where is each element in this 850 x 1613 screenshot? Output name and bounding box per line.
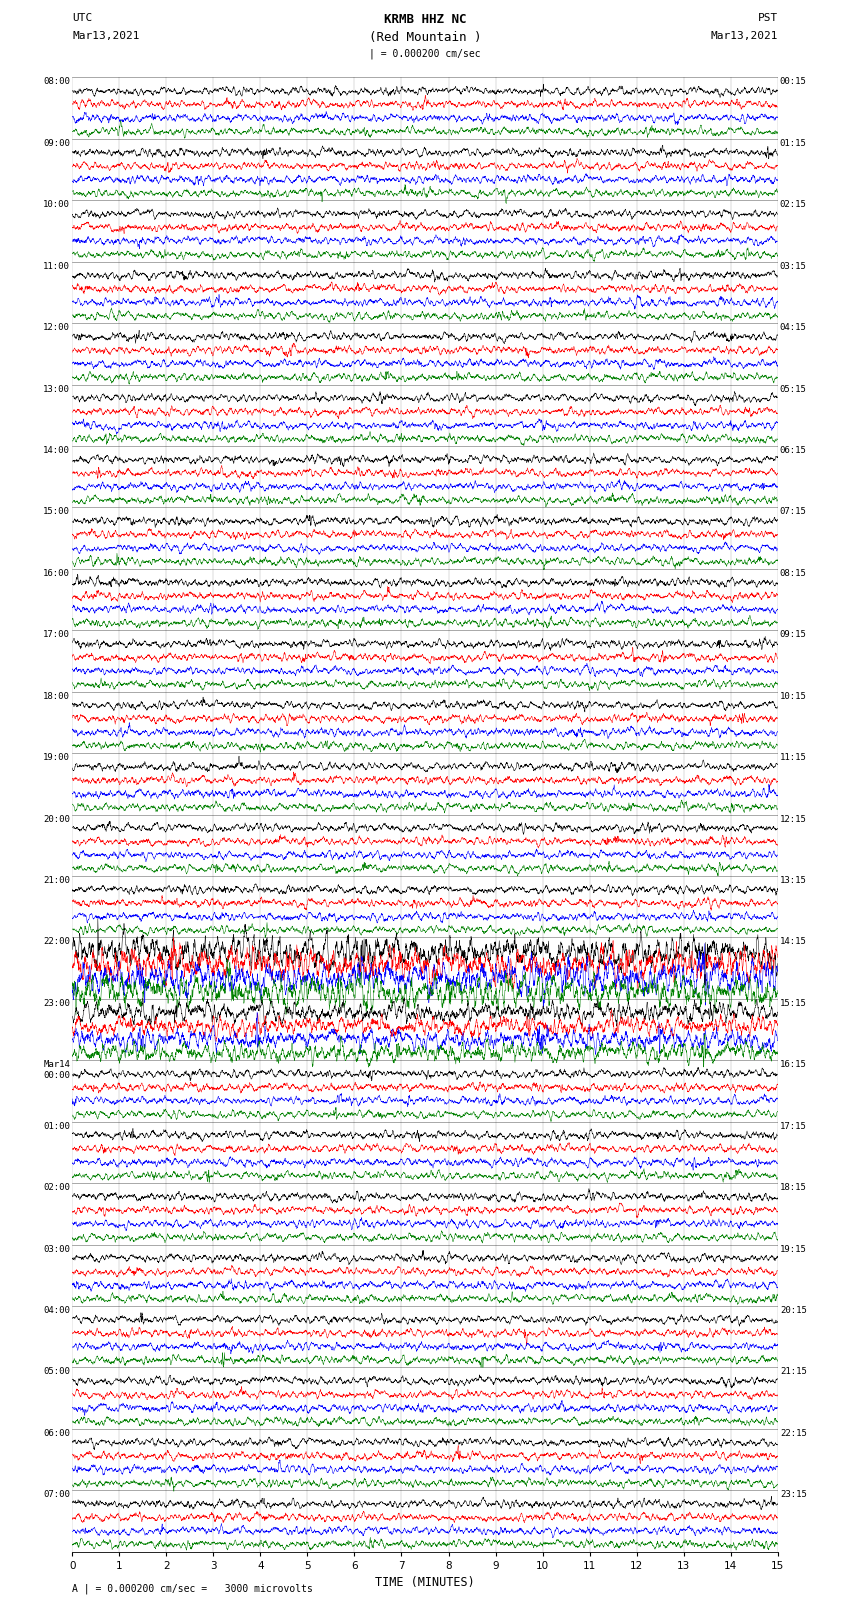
Text: | = 0.000200 cm/sec: | = 0.000200 cm/sec (369, 48, 481, 60)
Text: 07:15: 07:15 (779, 508, 807, 516)
Text: 17:00: 17:00 (43, 631, 71, 639)
Text: (Red Mountain ): (Red Mountain ) (369, 31, 481, 44)
Text: 11:00: 11:00 (43, 261, 71, 271)
Text: A | = 0.000200 cm/sec =   3000 microvolts: A | = 0.000200 cm/sec = 3000 microvolts (72, 1582, 313, 1594)
Text: 06:00: 06:00 (43, 1429, 71, 1437)
Text: 03:15: 03:15 (779, 261, 807, 271)
Text: 19:00: 19:00 (43, 753, 71, 761)
Text: 09:00: 09:00 (43, 139, 71, 148)
Text: 20:15: 20:15 (779, 1307, 807, 1315)
Text: 05:15: 05:15 (779, 384, 807, 394)
Text: 02:15: 02:15 (779, 200, 807, 210)
Text: 14:00: 14:00 (43, 447, 71, 455)
Text: 18:15: 18:15 (779, 1184, 807, 1192)
Text: 02:00: 02:00 (43, 1184, 71, 1192)
Text: 07:00: 07:00 (43, 1490, 71, 1498)
Text: 15:00: 15:00 (43, 508, 71, 516)
Text: 08:00: 08:00 (43, 77, 71, 87)
Text: 05:00: 05:00 (43, 1368, 71, 1376)
Text: 17:15: 17:15 (779, 1121, 807, 1131)
Text: 20:00: 20:00 (43, 815, 71, 824)
Text: Mar13,2021: Mar13,2021 (711, 31, 778, 40)
Text: 10:15: 10:15 (779, 692, 807, 700)
Text: 06:15: 06:15 (779, 447, 807, 455)
Text: Mar14
00:00: Mar14 00:00 (43, 1060, 71, 1079)
Text: 01:15: 01:15 (779, 139, 807, 148)
Text: 00:15: 00:15 (779, 77, 807, 87)
Text: 23:15: 23:15 (779, 1490, 807, 1498)
Text: 21:00: 21:00 (43, 876, 71, 886)
Text: 11:15: 11:15 (779, 753, 807, 761)
Text: 10:00: 10:00 (43, 200, 71, 210)
Text: 22:00: 22:00 (43, 937, 71, 947)
Text: 21:15: 21:15 (779, 1368, 807, 1376)
Text: 03:00: 03:00 (43, 1245, 71, 1253)
Text: 18:00: 18:00 (43, 692, 71, 700)
Text: UTC: UTC (72, 13, 93, 23)
Text: 13:00: 13:00 (43, 384, 71, 394)
Text: 22:15: 22:15 (779, 1429, 807, 1437)
Text: 14:15: 14:15 (779, 937, 807, 947)
Text: 01:00: 01:00 (43, 1121, 71, 1131)
Text: 16:15: 16:15 (779, 1060, 807, 1069)
Text: 12:00: 12:00 (43, 323, 71, 332)
Text: 09:15: 09:15 (779, 631, 807, 639)
Text: 16:00: 16:00 (43, 569, 71, 577)
Text: 23:00: 23:00 (43, 998, 71, 1008)
X-axis label: TIME (MINUTES): TIME (MINUTES) (375, 1576, 475, 1589)
Text: KRMB HHZ NC: KRMB HHZ NC (383, 13, 467, 26)
Text: 04:15: 04:15 (779, 323, 807, 332)
Text: PST: PST (757, 13, 778, 23)
Text: 04:00: 04:00 (43, 1307, 71, 1315)
Text: 19:15: 19:15 (779, 1245, 807, 1253)
Text: 13:15: 13:15 (779, 876, 807, 886)
Text: 12:15: 12:15 (779, 815, 807, 824)
Text: Mar13,2021: Mar13,2021 (72, 31, 139, 40)
Text: 08:15: 08:15 (779, 569, 807, 577)
Text: 15:15: 15:15 (779, 998, 807, 1008)
